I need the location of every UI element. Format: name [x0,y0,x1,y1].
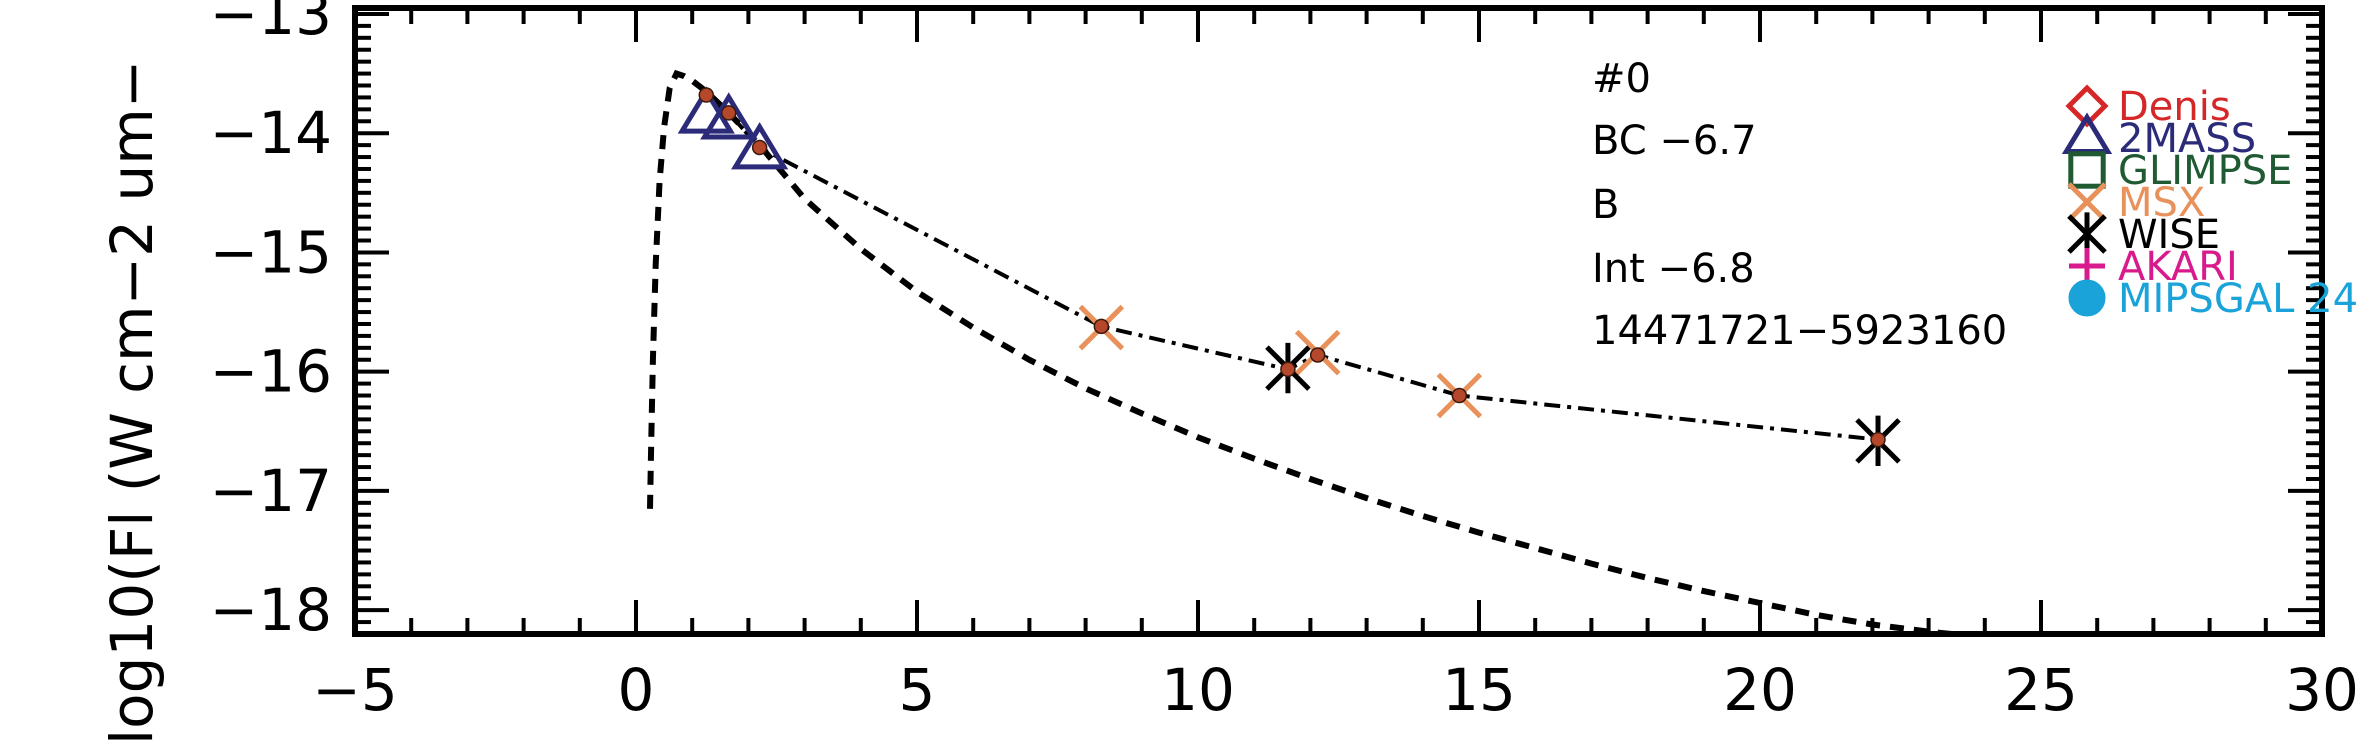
annotation-text: #0 [1592,56,1651,102]
x-tick-labels: −5 0 5 10 15 20 25 30 [312,656,2359,724]
plot-frame [352,5,2325,637]
legend-label: AKARI [2118,244,2238,290]
y-tick-label: −13 [210,0,332,48]
model-point [1451,387,1468,404]
y-tick-label: −18 [210,576,332,644]
legend-label: MIPSGAL 24 [2118,276,2358,322]
x-tick-label: 5 [899,656,936,724]
data-point-triangle [731,122,789,170]
legend-marker-diamond [2065,84,2109,128]
annotation-text: BC −6.7 [1592,118,1757,164]
legend-marker-square-shape [2068,151,2106,189]
dashed-model-curve [647,69,1974,634]
legend-marker-square [2068,151,2106,189]
model-point [1309,347,1326,363]
x-tick-label: −5 [312,656,398,724]
legend-marker-circle [2068,279,2106,317]
legend-marker-diamond-shape [2065,84,2109,128]
annotation-text: Int −6.8 [1592,246,1755,292]
legend-marker-x-stroke-b [2067,182,2107,222]
data-point-triangle [700,92,758,140]
legend-label: Denis [2118,84,2231,130]
x-tick-label: 25 [2004,656,2078,724]
annotation-text: B [1592,182,1619,228]
annotations: #0 BC −6.7 B Int −6.8 14471721−5923160 [1592,56,2007,354]
model-point [720,105,737,121]
axis-ticks [353,8,2324,636]
y-tick-label: −17 [210,457,332,525]
model-point [698,87,714,103]
y-tick-labels: −18 −17 −16 −15 −14 −13 [210,0,332,644]
legend-label: 2MASS [2118,116,2256,162]
legend-marker-circle-shape [2068,279,2106,317]
y-axis-label-group: log10(Fl (W cm−2 um− [98,60,166,745]
model-point [1280,361,1296,378]
y-axis-title: log10(Fl (W cm−2 um− [98,60,166,745]
legend-label: WISE [2118,212,2220,258]
x-tick-label: 20 [1723,656,1797,724]
annotation-text: 14471721−5923160 [1592,308,2007,354]
model-point [1093,318,1110,335]
y-tick-label: −16 [210,338,332,406]
model-point [751,139,768,156]
data-point-triangle-shape [700,92,758,140]
legend-label: MSX [2118,180,2205,226]
data-points [677,86,1901,467]
x-tick-label: 10 [1161,656,1235,724]
x-tick-label: 0 [618,656,655,724]
x-tick-label: 30 [2285,656,2359,724]
legend-label: GLIMPSE [2118,148,2292,194]
y-tick-label: −15 [210,218,332,286]
legend-marker-plus [2069,248,2105,284]
data-point-triangle-shape [731,122,789,170]
y-tick-label: −14 [210,99,332,167]
legend-marker-x [2067,182,2107,222]
model-point [1870,431,1886,448]
x-tick-label: 15 [1442,656,1516,724]
